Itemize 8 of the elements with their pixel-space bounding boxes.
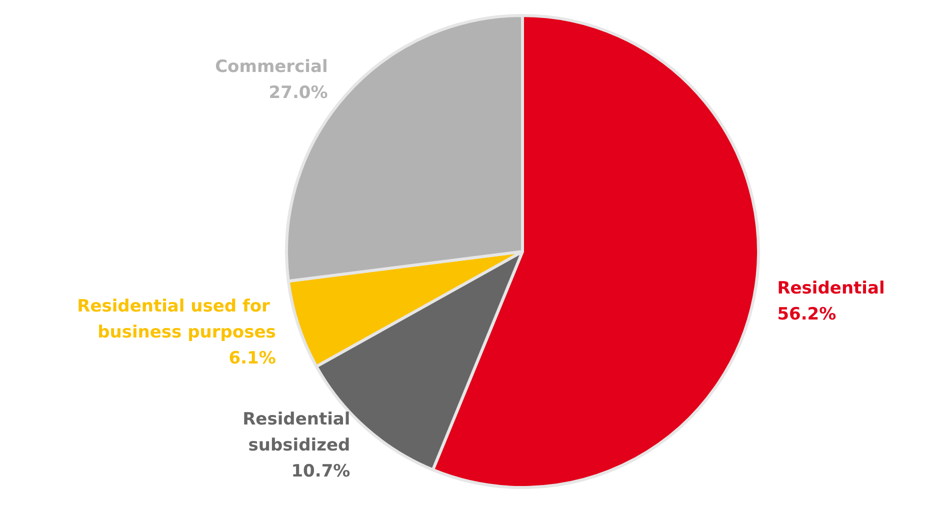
data-label: 6.1% xyxy=(228,348,276,368)
data-label: 27.0% xyxy=(268,82,328,103)
slice-label: Residential used for business purposes xyxy=(77,296,276,342)
data-label: 56.2% xyxy=(777,304,836,325)
slice-label: Residential subsidized xyxy=(242,410,350,456)
data-label: 10.7% xyxy=(291,462,350,482)
slice-label: Commercial xyxy=(215,56,328,77)
slice-label: Residential xyxy=(777,278,885,299)
